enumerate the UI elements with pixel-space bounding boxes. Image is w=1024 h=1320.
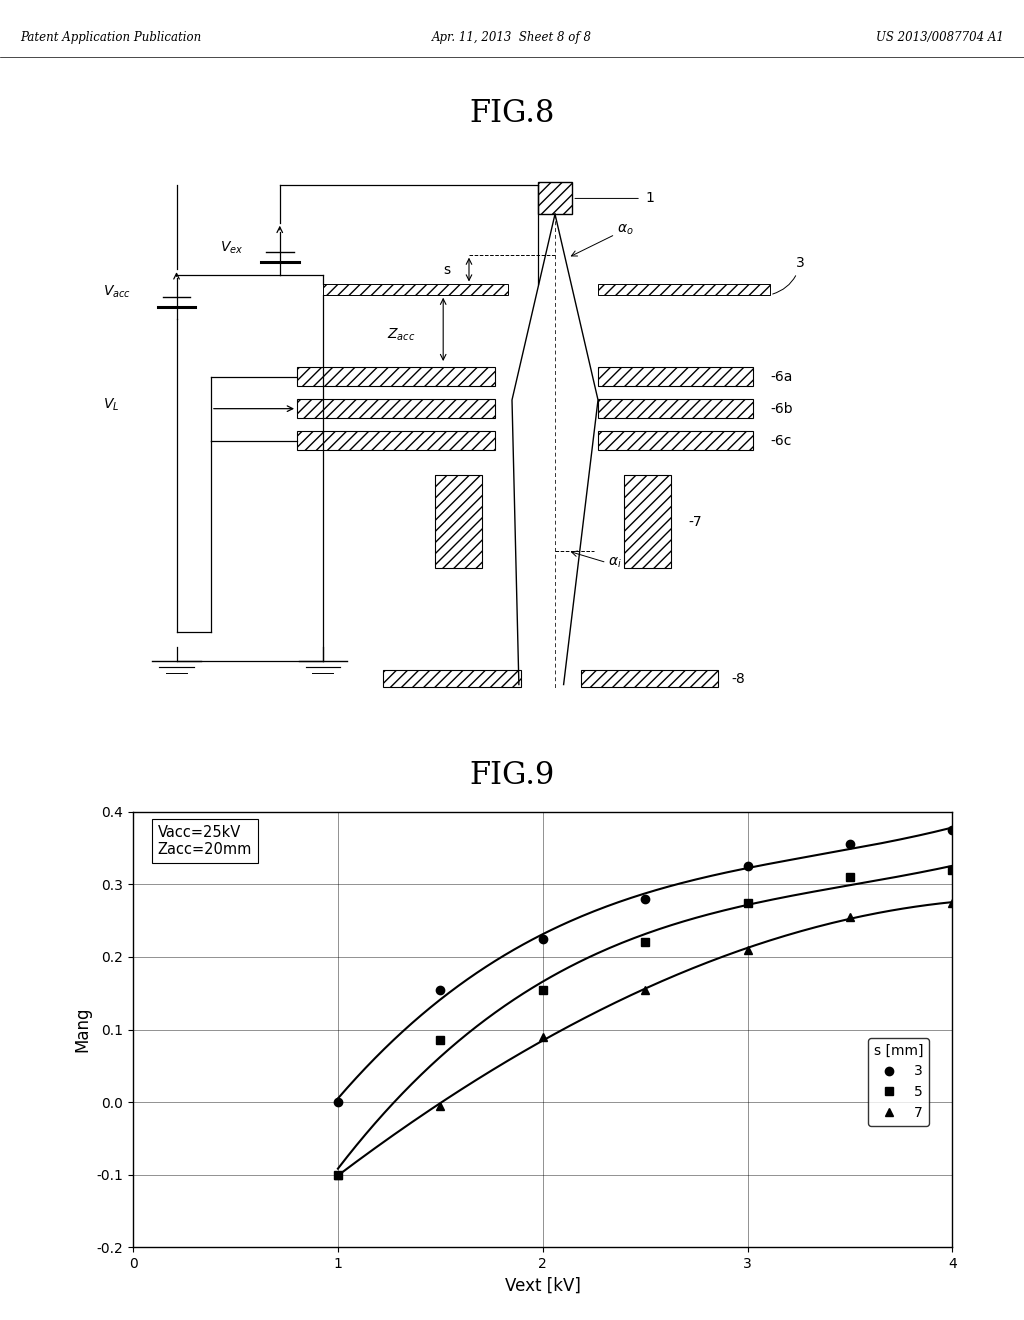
Line: 5: 5	[334, 866, 956, 1179]
Text: $\alpha_o$: $\alpha_o$	[616, 223, 634, 238]
5	[639, 935, 651, 950]
Text: FIG.9: FIG.9	[469, 760, 555, 791]
7	[639, 982, 651, 998]
5	[332, 1167, 344, 1183]
7	[332, 1167, 344, 1183]
Text: -7: -7	[688, 515, 702, 529]
7	[434, 1098, 446, 1114]
Bar	[624, 475, 671, 569]
Text: $V_{acc}$: $V_{acc}$	[103, 284, 131, 300]
7	[537, 1030, 549, 1045]
Bar	[598, 400, 753, 418]
Text: Vacc=25kV
Zacc=20mm: Vacc=25kV Zacc=20mm	[158, 825, 252, 857]
Text: -6a: -6a	[770, 370, 793, 384]
Text: -6c: -6c	[770, 433, 792, 447]
Text: $Z_{acc}$: $Z_{acc}$	[387, 327, 416, 343]
7	[741, 942, 754, 958]
Text: FIG.8: FIG.8	[469, 98, 555, 128]
5	[946, 862, 958, 878]
3	[741, 858, 754, 874]
Line: 3: 3	[334, 826, 956, 1106]
Text: $\alpha_i$: $\alpha_i$	[608, 556, 623, 570]
Bar	[297, 400, 495, 418]
Bar	[323, 284, 508, 294]
Bar	[297, 432, 495, 450]
Bar	[581, 671, 719, 688]
Text: Apr. 11, 2013  Sheet 8 of 8: Apr. 11, 2013 Sheet 8 of 8	[432, 30, 592, 44]
Bar	[383, 671, 520, 688]
X-axis label: Vext [kV]: Vext [kV]	[505, 1276, 581, 1295]
Bar	[297, 367, 495, 385]
Text: -8: -8	[731, 672, 745, 686]
7	[946, 895, 958, 911]
3	[332, 1094, 344, 1110]
5	[844, 869, 856, 884]
Text: US 2013/0087704 A1: US 2013/0087704 A1	[876, 30, 1004, 44]
Bar	[434, 475, 482, 569]
Text: $V_{ex}$: $V_{ex}$	[219, 240, 243, 256]
5	[434, 1032, 446, 1048]
Text: $V_L$: $V_L$	[103, 397, 120, 413]
7	[844, 909, 856, 925]
Bar	[598, 367, 753, 385]
Text: s: s	[443, 263, 451, 277]
Legend: 3, 5, 7: 3, 5, 7	[868, 1038, 929, 1126]
Text: -6b: -6b	[770, 401, 793, 416]
5	[537, 982, 549, 998]
Line: 7: 7	[334, 899, 956, 1179]
Text: Patent Application Publication: Patent Application Publication	[20, 30, 202, 44]
3	[537, 931, 549, 946]
Bar	[538, 182, 572, 214]
Bar	[598, 284, 770, 294]
3	[639, 891, 651, 907]
Y-axis label: Mang: Mang	[73, 1007, 91, 1052]
Text: 3: 3	[773, 256, 805, 294]
3	[946, 822, 958, 838]
3	[434, 982, 446, 998]
Bar	[598, 432, 753, 450]
Text: 1: 1	[645, 191, 654, 206]
3	[844, 837, 856, 853]
5	[741, 895, 754, 911]
